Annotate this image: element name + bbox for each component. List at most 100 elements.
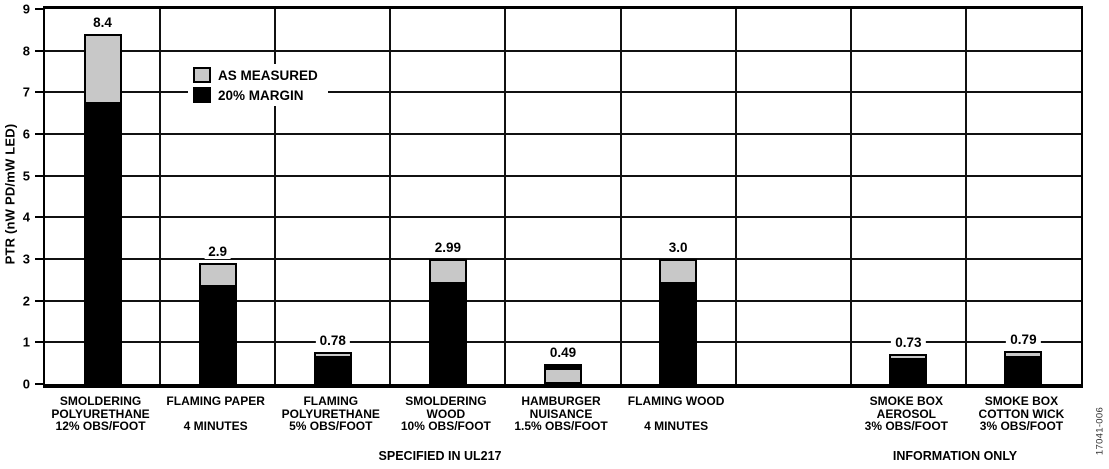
category-label: FLAMING PAPER 4 MINUTES [148, 395, 284, 433]
category-label-line: FLAMING [303, 394, 359, 408]
y-tick-label: 8 [22, 43, 30, 59]
bar-segment-margin [198, 287, 237, 384]
category-label-line: SMOLDERING [405, 394, 487, 408]
bar-value-label: 2.99 [430, 241, 466, 256]
figure-number: 17041-006 [1094, 406, 1106, 456]
legend-item-as-measured: AS MEASURED [193, 67, 318, 83]
y-tick [35, 91, 45, 94]
y-tick-label: 5 [22, 168, 30, 184]
y-tick [35, 49, 45, 52]
v-gridline [504, 9, 507, 384]
bar-segment-margin [83, 104, 122, 384]
bar-value-label: 3.0 [664, 241, 692, 255]
bar-value-label: 0.73 [891, 335, 926, 350]
bar-segment-as-measured [198, 263, 237, 288]
bar-segment-as-measured [544, 367, 582, 384]
bar-segment-as-measured [428, 259, 467, 285]
y-tick-label: 0 [22, 376, 30, 392]
legend-swatch-margin-icon [193, 87, 211, 103]
v-gridline [619, 9, 622, 384]
category-label: SMOKE BOX AEROSOL 3% OBS/FOOT [838, 395, 974, 433]
bar-segment-as-measured [889, 353, 928, 360]
y-tick [35, 383, 45, 385]
y-tick [35, 8, 45, 10]
h-gridline [45, 216, 1081, 219]
y-tick-label: 6 [22, 126, 30, 142]
h-gridline [45, 174, 1081, 177]
category-label-line: 4 MINUTES [183, 419, 248, 433]
category-label-line: 3% OBS/FOOT [979, 419, 1064, 433]
bar-segment-margin [428, 284, 467, 384]
y-tick [35, 258, 45, 260]
legend-item-margin: 20% MARGIN [193, 87, 318, 103]
category-label-line: AEROSOL [876, 406, 936, 421]
bar-value-label: 0.49 [545, 345, 581, 360]
group-label-ul217: SPECIFIED IN UL217 [378, 449, 502, 463]
bar-segment-margin [659, 284, 698, 384]
y-tick [35, 174, 45, 177]
category-label-line: SMOLDERING [59, 394, 142, 408]
category-label: HAMBURGER NUISANCE 1.5% OBS/FOOT [493, 395, 629, 433]
v-gridline [159, 9, 162, 384]
h-gridline [45, 49, 1081, 52]
y-tick [35, 341, 45, 344]
v-gridline [274, 9, 277, 384]
bar-value-label: 0.78 [315, 333, 350, 348]
category-label-line: 12% OBS/FOOT [55, 419, 146, 433]
category-label-line: 3% OBS/FOOT [864, 419, 948, 433]
legend-swatch-as-measured-icon [193, 67, 211, 83]
y-tick [35, 133, 45, 135]
bar-value-label: 0.79 [1006, 333, 1041, 348]
v-gridline [849, 9, 852, 384]
category-label-line: SMOKE BOX [984, 394, 1059, 408]
y-tick-label: 2 [22, 293, 30, 309]
v-gridline [964, 9, 967, 384]
v-gridline [389, 9, 392, 384]
category-label-line: 1.5% OBS/FOOT [514, 419, 608, 433]
y-tick-label: 1 [22, 334, 30, 350]
y-tick [35, 216, 45, 219]
legend-label-margin: 20% MARGIN [218, 87, 304, 103]
legend-label-as-measured: AS MEASURED [218, 67, 318, 83]
category-label-line: HAMBURGER [521, 394, 601, 408]
category-label-line: 4 MINUTES [644, 419, 709, 433]
bar-segment-margin [544, 363, 582, 368]
bar-segment-as-measured [1004, 351, 1043, 358]
v-gridline [734, 9, 737, 384]
category-label: SMOLDERING POLYURETHANE 12% OBS/FOOT [33, 395, 169, 433]
category-label: FLAMING POLYURETHANE 5% OBS/FOOT [263, 395, 399, 433]
category-label-line: SMOKE BOX [869, 394, 943, 408]
category-label: FLAMING WOOD 4 MINUTES [608, 395, 744, 433]
bar-segment-margin [313, 358, 352, 384]
bar-segment-as-measured [659, 259, 698, 284]
legend: AS MEASURED 20% MARGIN [188, 64, 328, 106]
category-label-line: FLAMING WOOD [627, 394, 725, 408]
y-tick-label: 7 [22, 84, 30, 100]
category-label-line: POLYURETHANE [51, 406, 150, 421]
y-tick-label: 4 [22, 209, 30, 225]
h-gridline [45, 258, 1081, 260]
bar-segment-margin [1004, 357, 1043, 384]
category-label: SMOLDERING WOOD 10% OBS/FOOT [378, 395, 514, 433]
category-label-line: POLYURETHANE [281, 406, 380, 421]
bar-segment-as-measured [313, 351, 352, 358]
category-label-line: WOOD [426, 406, 466, 421]
y-axis-title: PTR (nW PD/mW LED) [2, 123, 18, 265]
category-label-line: 10% OBS/FOOT [400, 419, 491, 433]
bar-value-label: 2.9 [204, 245, 232, 260]
x-axis-labels: SMOLDERING POLYURETHANE 12% OBS/FOOT FLAMIN… [43, 395, 1079, 437]
bar-segment-margin [889, 359, 928, 384]
group-label-information-only: INFORMATION ONLY [892, 449, 1018, 463]
category-label-line: NUISANCE [529, 406, 593, 421]
y-tick-label: 3 [22, 251, 30, 267]
h-gridline [45, 299, 1081, 302]
h-gridline [45, 133, 1081, 135]
h-gridline [45, 91, 1081, 94]
bar-value-label: 8.4 [89, 16, 116, 30]
h-gridline [45, 341, 1081, 344]
y-tick [35, 299, 45, 302]
y-tick-label: 9 [22, 1, 30, 17]
category-label-line: FLAMING PAPER [166, 394, 265, 408]
category-label-line: COTTON WICK [978, 406, 1065, 421]
